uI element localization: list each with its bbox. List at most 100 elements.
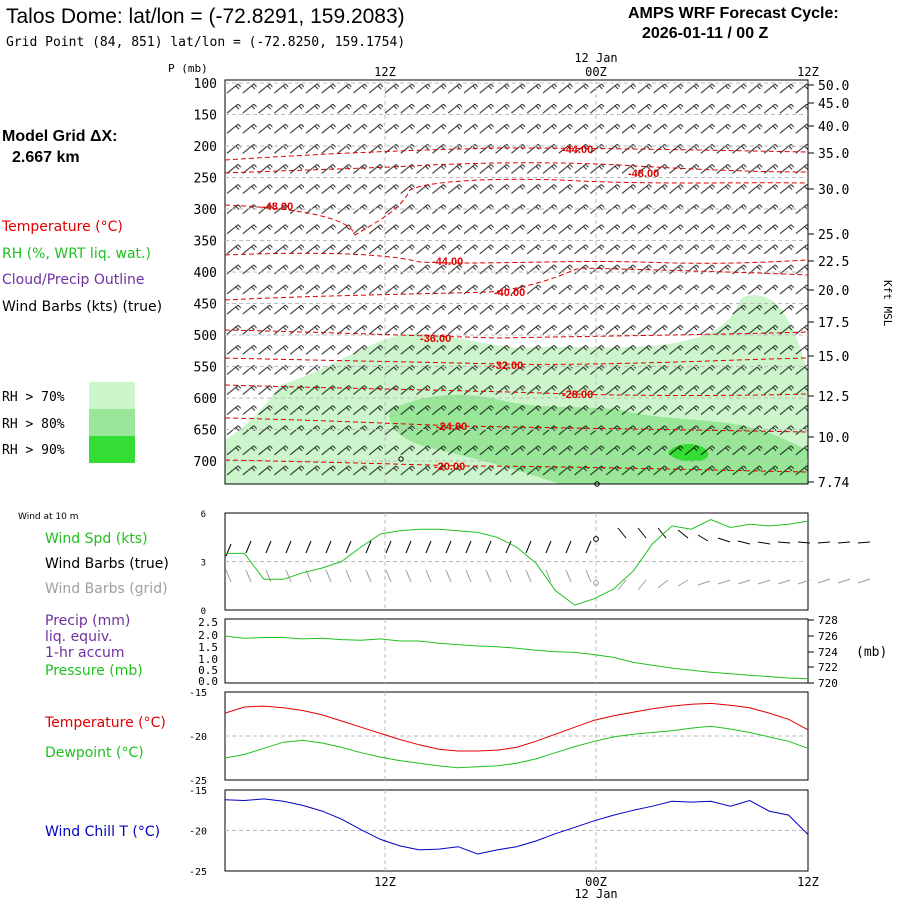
height-tick-label: 30.0 bbox=[818, 183, 849, 198]
dewpoint-line bbox=[224, 725, 809, 769]
hourly-accum-legend: 1-hr accum bbox=[45, 645, 125, 661]
wind-chill-ticks: -15 -20 -25 bbox=[189, 786, 207, 878]
wind-speed-legend: Wind Spd (kts) bbox=[45, 531, 148, 547]
pressure-tick-label: 500 bbox=[194, 329, 217, 344]
cross-section-panel: P (mb) -44.00 -48.00 -48.00 -44.00 bbox=[1, 62, 894, 491]
isotherm-label: -28.00 bbox=[562, 389, 593, 401]
pressure-tick-label: 720 bbox=[818, 677, 838, 690]
grid-barb-row bbox=[225, 569, 871, 591]
rh-legend-70: RH > 70% bbox=[2, 390, 65, 405]
isotherm-label: -20.00 bbox=[434, 461, 465, 473]
precip-tick-label: 1.5 bbox=[198, 641, 218, 654]
isotherm-line bbox=[224, 357, 809, 365]
bottom-tick-12z-b: 12Z bbox=[797, 875, 819, 889]
isotherm-line bbox=[224, 384, 809, 396]
surface-wind-barbs bbox=[225, 527, 871, 557]
pressure-tick-label: 200 bbox=[194, 140, 217, 155]
top-date-label: 12 Jan bbox=[574, 51, 617, 65]
temperature-tick-label: -25 bbox=[189, 776, 207, 787]
temperature-line bbox=[224, 702, 809, 752]
temperature-tick-label: -15 bbox=[189, 688, 207, 699]
isotherm-line bbox=[224, 459, 809, 473]
pressure-tick-label: 250 bbox=[194, 172, 217, 187]
isotherm-label: -36.00 bbox=[420, 333, 451, 345]
liq-equiv-legend: liq. equiv. bbox=[45, 629, 112, 645]
temperature-gridlines bbox=[225, 692, 808, 780]
isotherm-labels: -44.00 -48.00 -48.00 -44.00 -40.00 -36.0… bbox=[262, 144, 659, 473]
wind-ticks: 6 3 0 bbox=[201, 510, 206, 617]
precip-tick-label: 0.0 bbox=[198, 675, 218, 688]
wind-tick-label: 0 bbox=[201, 607, 206, 617]
temperature-ticks: -15 -20 -25 bbox=[189, 688, 207, 787]
upper-wind-barbs bbox=[225, 80, 808, 478]
isotherm-line bbox=[224, 162, 809, 174]
surface-barb-row bbox=[225, 527, 871, 557]
legend-wind-barbs: Wind Barbs (kts) (true) bbox=[2, 299, 162, 315]
pressure-unit-label: (mb) bbox=[856, 645, 887, 660]
wind-panel-title: Wind at 10 m bbox=[18, 512, 78, 522]
pressure-tick-label: 724 bbox=[818, 646, 838, 659]
pressure-tick-label: 600 bbox=[194, 392, 217, 407]
isotherm-line bbox=[224, 147, 809, 161]
cross-section-gridlines bbox=[225, 80, 808, 484]
isotherm-label: -32.00 bbox=[492, 360, 523, 372]
pressure-tick-label: 300 bbox=[194, 203, 217, 218]
isotherms bbox=[224, 147, 809, 473]
rh-swatch-90 bbox=[89, 436, 135, 463]
wind-chill-panel: -15 -20 -25 Wind Chill T (°C) bbox=[45, 786, 809, 878]
pressure-tick-label: 450 bbox=[194, 298, 217, 313]
height-tick-label: 10.0 bbox=[818, 431, 849, 446]
forecast-cycle: 2026-01-11 / 00 Z bbox=[642, 25, 769, 42]
isotherm-label: -48.00 bbox=[262, 201, 293, 213]
legend-temperature: Temperature (°C) bbox=[1, 219, 123, 235]
rh-swatch-70 bbox=[89, 382, 135, 409]
wind-tick-label: 6 bbox=[201, 510, 206, 520]
model-grid-label: Model Grid ΔX: bbox=[2, 128, 118, 145]
calm-marker bbox=[593, 580, 599, 586]
wind-barbs-true-legend: Wind Barbs (true) bbox=[45, 556, 169, 572]
isotherm-label: -40.00 bbox=[494, 287, 525, 299]
height-tick-label: 7.74 bbox=[818, 476, 849, 491]
height-tick-label: 20.0 bbox=[818, 284, 849, 299]
pressure-tick-label: 150 bbox=[194, 109, 217, 124]
model-name: AMPS WRF Forecast Cycle: bbox=[628, 5, 839, 22]
wind-speed-line bbox=[225, 518, 809, 606]
isotherm-label: -24.00 bbox=[436, 421, 467, 433]
station-title: Talos Dome: lat/lon = (-72.8291, 159.208… bbox=[6, 5, 405, 28]
pressure-tick-label: 726 bbox=[818, 630, 838, 643]
cross-section-frame bbox=[224, 79, 809, 485]
pressure-tick-label: 728 bbox=[818, 614, 838, 627]
temperature-panel: -15 -20 -25 Temperature (°C) Dewpoint (°C) bbox=[44, 688, 809, 787]
legend-cloud: Cloud/Precip Outline bbox=[2, 272, 145, 288]
dewpoint-legend: Dewpoint (°C) bbox=[45, 745, 144, 761]
isotherm-line bbox=[224, 267, 809, 301]
top-tick-12z-a: 12Z bbox=[374, 65, 396, 79]
height-tick-label: 45.0 bbox=[818, 97, 849, 112]
isotherm-line bbox=[224, 252, 809, 264]
height-tick-label: 25.0 bbox=[818, 228, 849, 243]
rh-swatch-80 bbox=[89, 409, 135, 436]
top-tick-00z: 00Z bbox=[585, 65, 607, 79]
pressure-ticks: 728 726 724 722 720 bbox=[808, 614, 838, 690]
pressure-line bbox=[224, 635, 809, 680]
height-tick-label: 50.0 bbox=[818, 79, 849, 94]
isotherm-label: -48.00 bbox=[628, 168, 659, 180]
wind-tick-label: 3 bbox=[201, 559, 206, 569]
pressure-gridlines bbox=[384, 619, 597, 683]
height-tick-label: 40.0 bbox=[818, 120, 849, 135]
legend-rh: RH (%, WRT liq. wat.) bbox=[2, 246, 151, 262]
pressure-axis-label: P (mb) bbox=[168, 62, 208, 75]
precip-tick-label: 1.0 bbox=[198, 653, 218, 666]
wind-chill-legend: Wind Chill T (°C) bbox=[45, 824, 160, 840]
height-tick-label: 22.5 bbox=[818, 255, 849, 270]
rh-legend-80: RH > 80% bbox=[2, 417, 65, 432]
calm-marker bbox=[593, 536, 599, 542]
height-axis-label: Kft MSL bbox=[881, 280, 894, 327]
calm-marker bbox=[594, 481, 600, 487]
temperature-legend: Temperature (°C) bbox=[44, 715, 166, 731]
rh-legend-90: RH > 90% bbox=[2, 443, 65, 458]
grid-point-label: Grid Point (84, 851) lat/lon = (-72.8250… bbox=[6, 35, 405, 50]
temperature-tick-label: -20 bbox=[189, 732, 207, 743]
wind-chill-tick-label: -15 bbox=[189, 786, 207, 797]
